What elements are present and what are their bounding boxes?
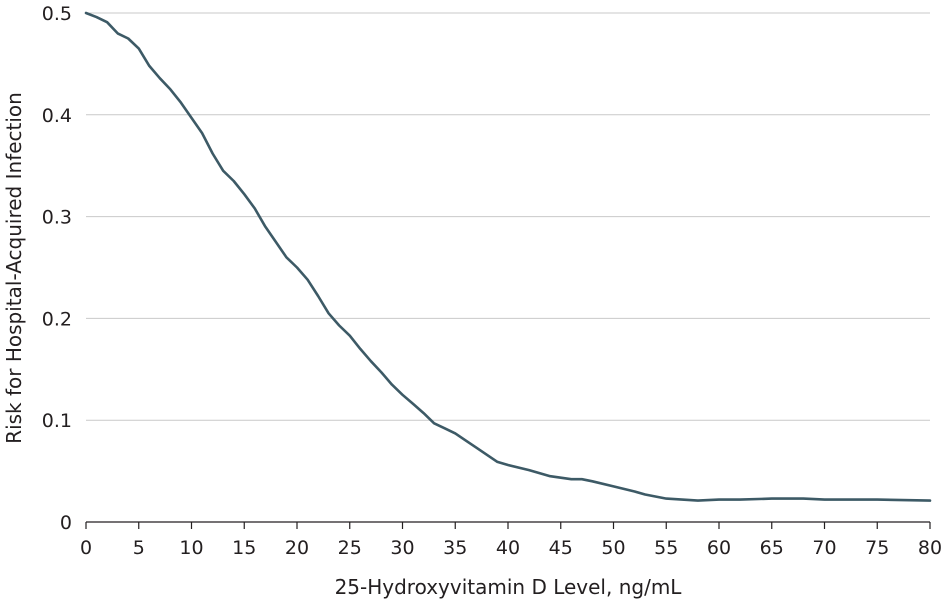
y-tick-label: 0.2 [42,308,72,330]
x-tick-label: 5 [133,537,145,559]
x-tick-label: 40 [496,537,520,559]
x-tick-label: 10 [179,537,203,559]
x-tick-label: 60 [707,537,731,559]
y-tick-label: 0.4 [42,105,72,127]
x-tick-label: 55 [654,537,678,559]
y-tick-label: 0.1 [42,410,72,432]
x-tick-label: 25 [338,537,362,559]
x-tick-label: 35 [443,537,467,559]
x-axis-title: 25-Hydroxyvitamin D Level, ng/mL [335,575,683,599]
y-tick-label: 0 [60,512,72,534]
x-tick-label: 80 [918,537,942,559]
x-tick-label: 20 [285,537,309,559]
x-tick-labels: 0 5 10 15 20 25 30 35 40 45 50 55 60 65 70 75 80 [80,537,942,559]
axes [85,521,931,529]
x-tick-label: 30 [390,537,414,559]
x-tick-label: 50 [601,537,625,559]
x-tick-label: 65 [760,537,784,559]
y-tick-labels: 0 0.1 0.2 0.3 0.4 0.5 [42,3,72,534]
x-tick-label: 15 [232,537,256,559]
x-tick-label: 0 [80,537,92,559]
y-tick-label: 0.3 [42,207,72,229]
x-tick-label: 70 [812,537,836,559]
gridlines [86,12,930,421]
series-line [84,11,932,502]
x-tick-label: 75 [865,537,889,559]
x-tick-label: 45 [549,537,573,559]
series-layer [84,11,932,502]
y-tick-label: 0.5 [42,3,72,25]
y-axis-title: Risk for Hospital-Acquired Infection [2,92,26,444]
